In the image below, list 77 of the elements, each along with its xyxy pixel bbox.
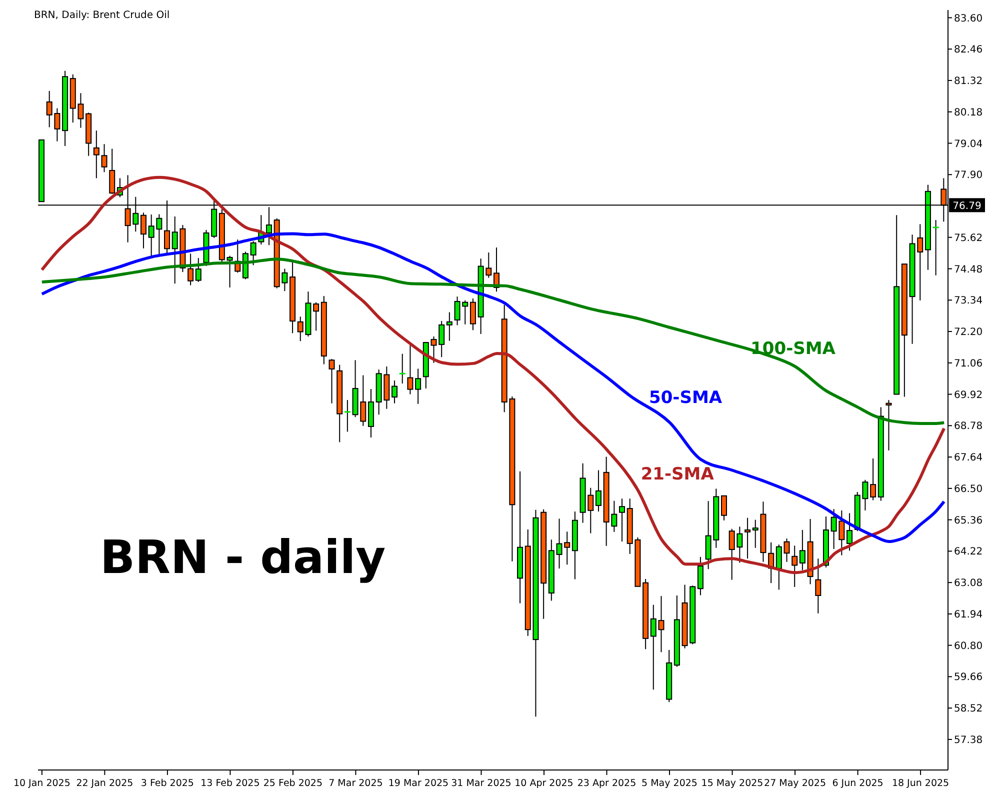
ref-line-label: 76.79 <box>952 200 982 212</box>
y-tick-label: 64.22 <box>954 546 983 558</box>
x-tick-label: 13 Feb 2025 <box>200 778 260 789</box>
candlestick <box>595 470 602 512</box>
candlestick <box>792 545 798 588</box>
candlestick <box>140 212 146 249</box>
y-tick-label: 73.34 <box>954 296 983 307</box>
candlestick <box>870 458 876 501</box>
series-label: 21-SMA <box>640 464 715 485</box>
y-tick-label: 75.62 <box>954 232 983 244</box>
candlestick <box>446 312 452 342</box>
x-tick-label: 22 Jan 2025 <box>76 778 134 789</box>
y-tick-label: 80.18 <box>954 107 983 118</box>
candlestick <box>195 258 202 282</box>
candlestick <box>799 529 806 571</box>
y-tick-label: 72.20 <box>954 327 983 338</box>
candlestick <box>313 302 320 332</box>
x-tick-label: 25 Feb 2025 <box>263 778 323 789</box>
candlestick <box>250 240 256 266</box>
candlestick <box>344 400 352 432</box>
y-tick-label: 67.64 <box>954 452 983 464</box>
y-tick-label: 59.66 <box>954 672 983 684</box>
y-tick-label: 79.04 <box>954 138 983 150</box>
x-tick-label: 15 May 2025 <box>701 778 764 789</box>
y-tick-label: 63.08 <box>954 578 983 590</box>
candlestick <box>328 358 335 404</box>
x-tick-label: 5 May 2025 <box>642 778 698 789</box>
y-tick-label: 61.94 <box>954 609 983 620</box>
candlestick <box>886 400 892 451</box>
candlestick <box>776 544 782 590</box>
x-tick-label: 6 Jun 2025 <box>832 778 884 789</box>
candlestick <box>188 253 194 286</box>
annotation: BRN - daily <box>100 530 386 584</box>
y-tick-label: 68.78 <box>954 421 983 432</box>
x-tick-label: 7 Mar 2025 <box>328 778 383 789</box>
candlestick <box>744 517 751 560</box>
y-tick-label: 71.06 <box>954 358 983 370</box>
x-tick-label: 31 Mar 2025 <box>451 778 512 789</box>
y-tick-label: 58.52 <box>954 704 983 715</box>
x-tick-label: 23 Apr 2025 <box>577 778 636 789</box>
candlestick <box>226 255 233 288</box>
y-tick-label: 57.38 <box>954 734 983 746</box>
candlestick <box>407 344 414 395</box>
candlestick <box>392 380 398 404</box>
candlestick <box>101 144 108 173</box>
candlestick <box>932 220 940 276</box>
candlestick <box>846 512 853 552</box>
y-tick-label: 82.46 <box>954 44 983 56</box>
chart-title: BRN, Daily: Brent Crude Oil <box>34 10 170 21</box>
candlestick <box>398 353 406 384</box>
candlestick <box>619 498 626 542</box>
candlestick <box>93 130 100 179</box>
y-tick-label: 65.36 <box>954 515 983 526</box>
y-tick-label: 77.90 <box>954 170 983 182</box>
x-tick-label: 10 Jan 2025 <box>13 778 70 789</box>
candlestick <box>815 558 822 614</box>
x-tick-label: 27 May 2025 <box>764 778 826 789</box>
y-tick-label: 60.80 <box>954 640 983 652</box>
y-tick-label: 66.50 <box>954 484 983 495</box>
series-label: 50-SMA <box>648 388 723 408</box>
y-tick-label: 69.92 <box>954 390 983 401</box>
candlestick <box>109 148 116 194</box>
candlestick <box>415 368 422 404</box>
y-tick-label: 74.48 <box>954 264 983 276</box>
candlestick <box>697 556 704 596</box>
candlestick <box>438 320 445 358</box>
candlestick <box>721 495 727 521</box>
line-series <box>40 258 946 425</box>
candlestick <box>470 298 476 331</box>
y-tick-label: 83.60 <box>954 13 983 24</box>
x-tick-label: 10 Apr 2025 <box>514 778 574 789</box>
candlestick <box>784 538 790 562</box>
x-tick-label: 19 Mar 2025 <box>388 778 449 789</box>
y-tick-label: 81.32 <box>954 76 983 88</box>
x-tick-label: 18 Jun 2025 <box>892 778 950 789</box>
series-label: 100-SMA <box>750 339 836 360</box>
x-tick-label: 3 Feb 2025 <box>140 778 194 789</box>
